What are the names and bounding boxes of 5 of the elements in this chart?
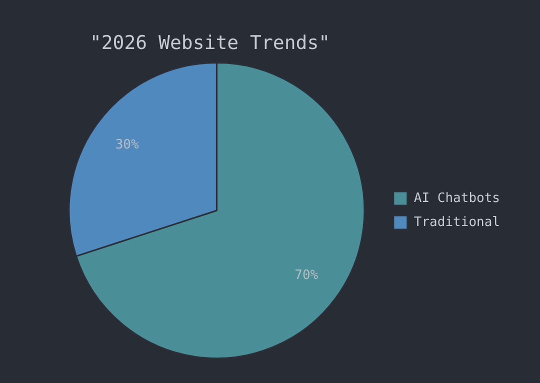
data-label: 70% (294, 268, 318, 284)
chart-title: "2026 Website Trends" (88, 32, 332, 54)
data-label: 30% (115, 138, 139, 153)
legend-label: AI Chatbots (414, 190, 500, 206)
legend-label: Traditional (414, 214, 500, 230)
